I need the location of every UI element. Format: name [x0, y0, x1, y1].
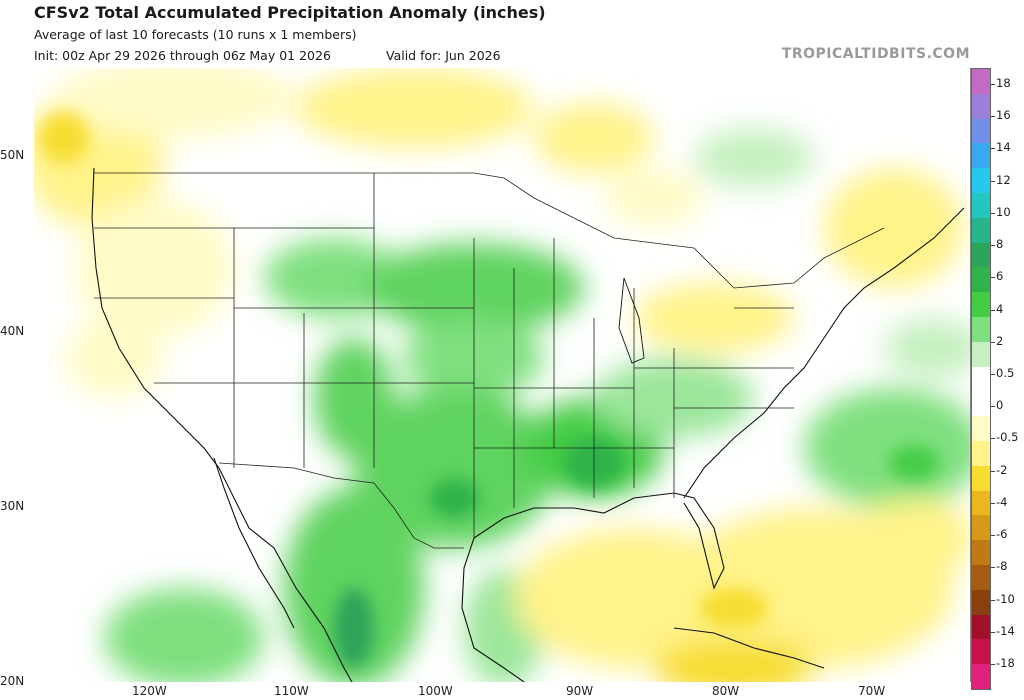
- colorbar-segment: [972, 143, 990, 169]
- colorbar-label: 0: [996, 398, 1004, 413]
- lon-label-70w: 70W: [858, 684, 886, 698]
- colorbar-segment: [972, 317, 990, 343]
- lon-label-110w: 110W: [274, 684, 309, 698]
- colorbar-segment: [972, 118, 990, 144]
- colorbar-label: -14: [996, 623, 1015, 638]
- lat-label-40n: 40N: [0, 324, 25, 338]
- colorbar-label: -2: [996, 462, 1008, 477]
- colorbar-label: 18: [996, 76, 1011, 90]
- colorbar-segment: [972, 366, 990, 392]
- colorbar-segment: [972, 93, 990, 120]
- colorbar-tick: [991, 374, 995, 375]
- lon-label-80w: 80W: [712, 684, 740, 698]
- colorbar-tick: [991, 664, 995, 665]
- borders: [94, 172, 885, 549]
- colorbar: [971, 68, 991, 690]
- colorbar-label: -4: [996, 494, 1008, 509]
- colorbar-label: 4: [996, 301, 1004, 316]
- colorbar-label: 6: [996, 269, 1004, 284]
- coastlines: [91, 167, 965, 682]
- colorbar-segment: [972, 515, 990, 541]
- brand-watermark: TROPICALTIDBITS.COM: [781, 46, 970, 62]
- colorbar-label: 10: [996, 204, 1011, 219]
- lat-label-50n: 50N: [0, 148, 25, 162]
- anomaly-cores: [39, 113, 939, 668]
- colorbar-segment: [972, 540, 990, 566]
- colorbar-label: 2: [996, 333, 1004, 348]
- colorbar-label: 12: [996, 172, 1011, 187]
- colorbar-tick: [991, 245, 995, 247]
- lon-label-100w: 100W: [418, 684, 453, 698]
- lon-label-120w: 120W: [132, 684, 167, 698]
- colorbar-tick: [991, 599, 995, 601]
- colorbar-label: -18: [996, 656, 1015, 670]
- colorbar-segment: [972, 416, 990, 442]
- colorbar-tick: [991, 438, 995, 440]
- colorbar-segment: [972, 565, 990, 591]
- colorbar-label: 16: [996, 108, 1011, 123]
- init-text: Init: 00z Apr 29 2026 through 06z May 01…: [34, 48, 331, 63]
- colorbar-label: -6: [996, 527, 1008, 542]
- colorbar-tick: [991, 535, 995, 537]
- colorbar-tick: [991, 631, 995, 633]
- colorbar-tick: [991, 502, 995, 504]
- colorbar-segment: [972, 193, 990, 219]
- colorbar-segment: [972, 217, 990, 244]
- colorbar-label: 14: [996, 140, 1011, 155]
- colorbar-tick: [991, 180, 995, 182]
- chart-subtitle: Average of last 10 forecasts (10 runs x …: [34, 27, 357, 42]
- colorbar-tick: [991, 277, 995, 279]
- colorbar-label: -0.5: [996, 430, 1019, 445]
- colorbar-segment: [972, 441, 990, 467]
- colorbar-label: 0.5: [996, 366, 1015, 380]
- lat-label-20n: 20N: [0, 674, 25, 688]
- colorbar-segment: [972, 639, 990, 665]
- colorbar-tick: [991, 567, 995, 569]
- colorbar-segment: [972, 664, 990, 690]
- colorbar-label: 8: [996, 237, 1004, 252]
- colorbar-segment: [972, 267, 990, 293]
- map-svg: [34, 68, 970, 682]
- colorbar-label: -8: [996, 559, 1008, 574]
- anomaly-fields: [34, 68, 970, 682]
- colorbar-segment: [972, 490, 990, 516]
- chart-title: CFSv2 Total Accumulated Precipitation An…: [34, 3, 546, 22]
- great-lakes: [618, 277, 645, 364]
- colorbar-tick: [991, 309, 995, 311]
- colorbar-tick: [991, 148, 995, 150]
- colorbar-tick: [991, 116, 995, 118]
- colorbar-label: -10: [996, 591, 1015, 606]
- colorbar-tick: [991, 406, 995, 408]
- colorbar-segment: [972, 465, 990, 492]
- colorbar-tick: [991, 470, 995, 472]
- colorbar-tick: [991, 212, 995, 214]
- valid-text: Valid for: Jun 2026: [386, 48, 501, 63]
- colorbar-segment: [972, 614, 990, 640]
- colorbar-segment: [972, 292, 990, 318]
- colorbar-segment: [972, 168, 990, 194]
- colorbar-tick: [991, 84, 995, 85]
- colorbar-segment: [972, 589, 990, 616]
- colorbar-segment: [972, 69, 990, 95]
- lon-label-90w: 90W: [566, 684, 594, 698]
- lat-label-30n: 30N: [0, 499, 25, 513]
- precip-anomaly-map: [34, 68, 971, 682]
- colorbar-segment: [972, 341, 990, 368]
- colorbar-segment: [972, 242, 990, 268]
- colorbar-tick: [991, 341, 995, 343]
- colorbar-segment: [972, 391, 990, 417]
